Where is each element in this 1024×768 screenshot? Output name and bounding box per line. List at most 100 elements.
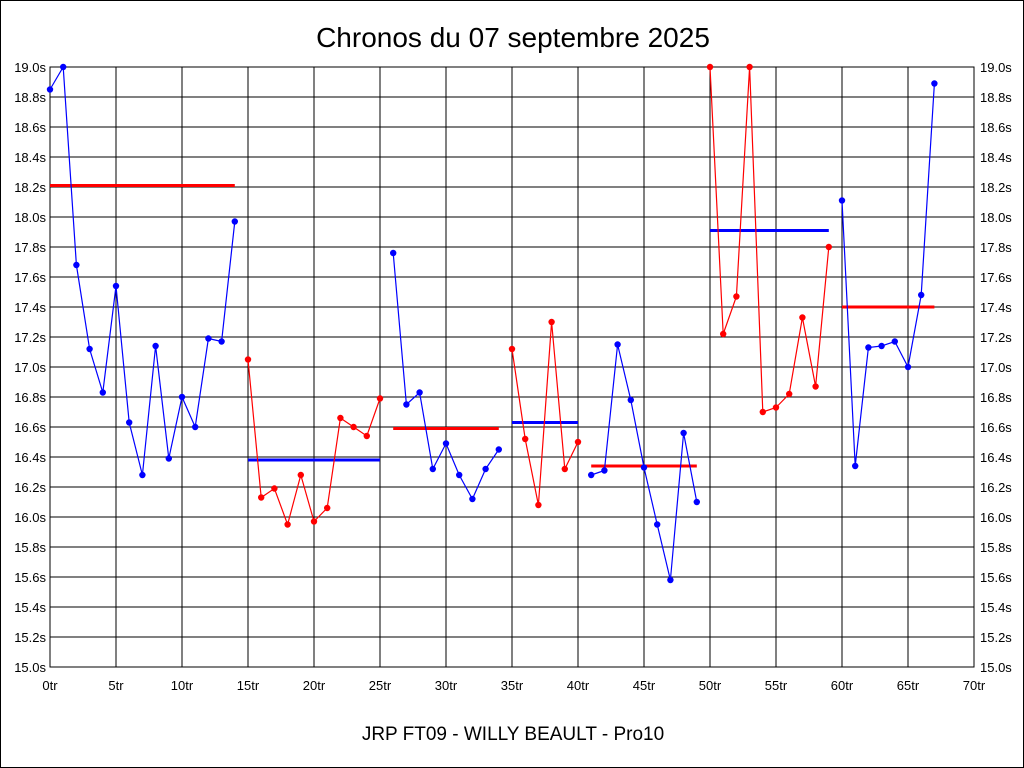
data-point — [310, 518, 318, 525]
data-point — [363, 432, 370, 440]
data-point — [561, 465, 568, 473]
data-point — [614, 341, 621, 348]
y-tick-label-left: 16.6s — [14, 420, 46, 435]
data-point — [706, 63, 714, 71]
data-point — [574, 438, 582, 446]
y-tick-label-left: 16.8s — [14, 390, 46, 405]
y-tick-label-right: 16.2s — [980, 480, 1012, 495]
data-point — [535, 501, 542, 509]
data-point — [495, 446, 502, 453]
data-point — [192, 423, 199, 431]
data-point — [46, 86, 54, 93]
data-point — [324, 504, 331, 512]
data-point — [403, 401, 410, 408]
y-tick-label-right: 18.4s — [980, 150, 1012, 165]
y-tick-label-left: 18.4s — [14, 150, 46, 165]
y-tick-label-right: 18.8s — [980, 90, 1012, 105]
y-tick-label-right: 15.4s — [980, 600, 1012, 615]
y-tick-label-right: 17.2s — [980, 330, 1012, 345]
x-tick-label: 60tr — [831, 678, 854, 693]
y-tick-label-right: 18.6s — [980, 120, 1012, 135]
y-tick-label-left: 19.0s — [14, 60, 46, 75]
x-tick-label: 70tr — [963, 678, 986, 693]
x-tick-label: 30tr — [435, 678, 458, 693]
y-tick-label-left: 15.8s — [14, 540, 46, 555]
y-tick-label-right: 16.8s — [980, 390, 1012, 405]
data-point — [456, 471, 463, 479]
data-point — [165, 455, 172, 462]
data-point — [178, 393, 186, 401]
y-tick-label-right: 15.0s — [980, 660, 1012, 675]
data-point — [508, 345, 516, 353]
y-tick-label-left: 15.0s — [14, 660, 46, 675]
data-point — [878, 342, 885, 350]
y-tick-label-left: 15.6s — [14, 570, 46, 585]
data-point — [918, 291, 925, 299]
series-line — [49, 65, 236, 476]
data-point — [350, 423, 357, 431]
data-point — [416, 389, 423, 396]
data-point — [825, 243, 832, 251]
x-tick-label: 10tr — [171, 678, 194, 693]
data-point — [258, 494, 265, 501]
x-tick-label: 20tr — [303, 678, 326, 693]
data-point — [838, 197, 846, 204]
data-point — [376, 395, 384, 402]
data-point — [86, 345, 93, 353]
x-tick-label: 0tr — [42, 678, 58, 693]
data-point — [746, 63, 753, 71]
data-point — [429, 465, 436, 473]
data-point — [442, 440, 450, 447]
data-point — [891, 338, 898, 345]
y-tick-label-right: 17.8s — [980, 240, 1012, 255]
x-tick-label: 50tr — [699, 678, 722, 693]
x-tick-label: 65tr — [897, 678, 920, 693]
data-point — [627, 396, 634, 404]
data-point — [799, 314, 806, 321]
data-point — [390, 249, 397, 257]
y-tick-label-right: 19.0s — [980, 60, 1012, 75]
y-tick-label-right: 17.4s — [980, 300, 1012, 315]
data-point — [73, 261, 80, 269]
y-tick-label-left: 16.2s — [14, 480, 46, 495]
data-point — [654, 521, 661, 528]
data-point — [812, 383, 819, 390]
y-tick-label-left: 17.2s — [14, 330, 46, 345]
average-lines — [50, 184, 935, 468]
y-tick-label-right: 16.6s — [980, 420, 1012, 435]
data-point — [667, 576, 674, 584]
x-tick-label: 35tr — [501, 678, 524, 693]
y-tick-label-right: 16.0s — [980, 510, 1012, 525]
y-tick-label-right: 18.2s — [980, 180, 1012, 195]
x-tick-label: 25tr — [369, 678, 392, 693]
x-tick-label: 40tr — [567, 678, 590, 693]
y-tick-label-left: 16.4s — [14, 450, 46, 465]
x-tick-label: 55tr — [765, 678, 788, 693]
data-point — [218, 338, 225, 345]
y-tick-label-left: 17.6s — [14, 270, 46, 285]
data-point — [152, 342, 159, 350]
y-tick-label-left: 15.2s — [14, 630, 46, 645]
data-point — [337, 414, 344, 422]
data-point — [297, 471, 304, 479]
axis-labels: 15.0s 15.0s 15.2s 15.2s 15.4s 15.4s 15.6s 15.6s… — [14, 60, 1012, 693]
data-point — [244, 356, 252, 363]
x-tick-label: 45tr — [633, 678, 656, 693]
data-point — [588, 471, 595, 479]
plot-border — [49, 66, 975, 668]
data-point — [931, 80, 938, 87]
y-tick-label-right: 15.6s — [980, 570, 1012, 585]
data-point — [865, 344, 872, 351]
y-tick-label-left: 16.0s — [14, 510, 46, 525]
data-point — [786, 390, 793, 398]
data-point — [231, 218, 238, 225]
y-tick-label-right: 15.8s — [980, 540, 1012, 555]
y-tick-label-left: 15.4s — [14, 600, 46, 615]
data-point — [680, 429, 687, 437]
y-tick-label-right: 18.0s — [980, 210, 1012, 225]
series-line — [841, 83, 935, 467]
x-tick-label: 15tr — [237, 678, 260, 693]
data-point — [60, 63, 67, 71]
